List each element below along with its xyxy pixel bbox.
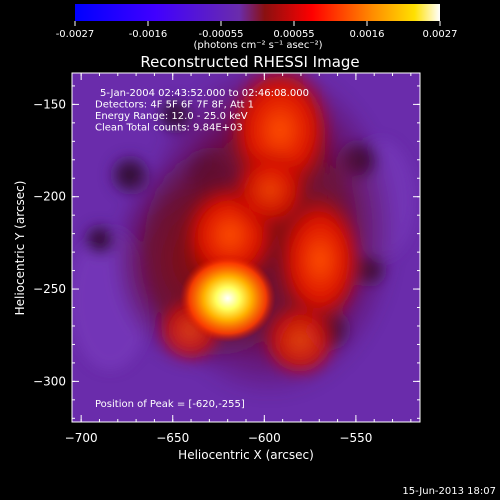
colorbar-tick-label: -0.0027 (56, 29, 95, 40)
colorbar-gradient (75, 4, 440, 21)
colorbar-tick-label: 0.0027 (423, 29, 458, 40)
colorbar-unit-label: (photons cm⁻² s⁻¹ asec⁻²) (193, 40, 322, 51)
colorbar-tick-label: 0.0016 (350, 29, 385, 40)
footer-date: 15-Jun-2013 18:07 (402, 486, 496, 497)
chart-title: Reconstructed RHESSI Image (140, 53, 359, 71)
y-axis-label: Heliocentric Y (arcsec) (13, 181, 27, 316)
annotation-line: Detectors: 4F 5F 6F 7F 8F, Att 1 (95, 100, 254, 111)
y-tick-label: −150 (33, 97, 66, 111)
colorbar: -0.0027 -0.0016 -0.00055 0.00055 0.0016 0.002… (56, 4, 458, 51)
peak-position-label: Position of Peak = [-620,-255] (95, 399, 245, 410)
annotation-line: 5-Jan-2004 02:43:52.000 to 02:46:08.000 (100, 88, 309, 99)
info-annotations: 5-Jan-2004 02:43:52.000 to 02:46:08.000D… (95, 88, 309, 134)
peak-emission (179, 254, 276, 343)
y-tick-label: −300 (33, 374, 66, 388)
x-axis-ticks: −700 −650 −600 −550 (65, 73, 412, 445)
x-axis-label: Heliocentric X (arcsec) (178, 448, 314, 462)
x-tick-label: −600 (248, 431, 281, 445)
colorbar-tick-label: -0.00055 (199, 29, 244, 40)
heatmap-image (72, 73, 420, 422)
annotation-line: Energy Range: 12.0 - 25.0 keV (95, 111, 248, 122)
y-axis-ticks: −150 −200 −250 −300 (33, 85, 420, 419)
colorbar-tick-label: 0.00055 (273, 29, 314, 40)
y-tick-label: −250 (33, 282, 66, 296)
colorbar-tick-label: -0.0016 (129, 29, 168, 40)
annotation-line: Clean Total counts: 9.84E+03 (95, 123, 243, 134)
x-tick-label: −700 (65, 431, 98, 445)
x-tick-label: −650 (156, 431, 189, 445)
x-tick-label: −550 (339, 431, 372, 445)
y-tick-label: −200 (33, 190, 66, 204)
colorbar-ticks: -0.0027 -0.0016 -0.00055 0.00055 0.0016 0.002… (56, 21, 458, 40)
